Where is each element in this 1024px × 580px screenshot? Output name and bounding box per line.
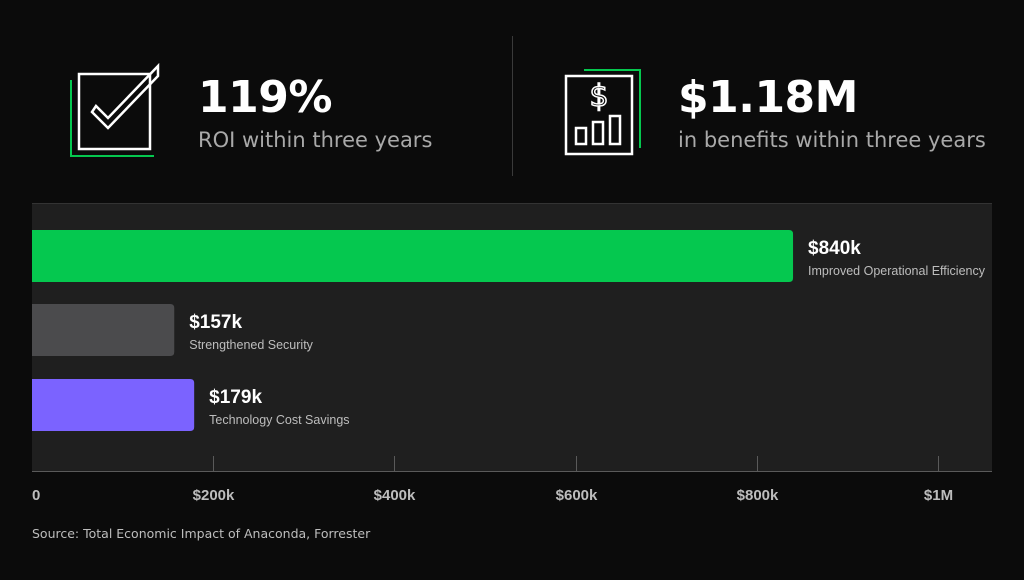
- x-tick-label: $200k: [193, 487, 235, 504]
- bar-value-label: $840k: [808, 238, 861, 259]
- x-tick-label: $800k: [737, 487, 779, 504]
- benefits-caption: in benefits within three years: [678, 128, 986, 152]
- x-tick-label: $600k: [556, 487, 598, 504]
- bar-technology-cost-savings: [32, 379, 195, 431]
- source-note: Source: Total Economic Impact of Anacond…: [32, 526, 371, 541]
- roi-caption: ROI within three years: [198, 128, 433, 152]
- svg-text:$: $: [589, 79, 608, 114]
- kpi-divider: [512, 36, 513, 176]
- dollar-bar-chart-icon: $: [564, 69, 641, 156]
- bar-category-label: Improved Operational Efficiency: [808, 264, 986, 278]
- bar-category-label: Technology Cost Savings: [209, 413, 349, 427]
- checkbox-check-icon: [70, 62, 160, 157]
- x-tick-label: 0: [32, 487, 40, 504]
- bar-category-label: Strengthened Security: [189, 338, 313, 352]
- bar-strengthened-security: [32, 304, 175, 356]
- x-tick-label: $1M: [924, 487, 953, 504]
- bar-value-label: $157k: [189, 312, 242, 333]
- roi-value: 119%: [198, 72, 332, 123]
- benefits-value: $1.18M: [678, 72, 858, 123]
- x-tick-label: $400k: [374, 487, 416, 504]
- bar-value-label: $179k: [209, 387, 262, 408]
- bar-improved-operational-efficiency: [32, 230, 794, 282]
